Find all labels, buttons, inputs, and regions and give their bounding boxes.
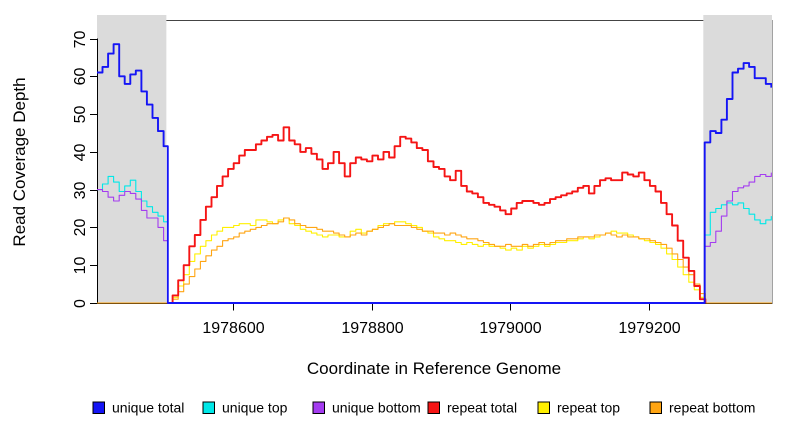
y-tick-label: 60 bbox=[72, 68, 89, 86]
x-axis: 1978600 1978800 1979000 1979200 bbox=[97, 303, 772, 337]
plot-border bbox=[97, 20, 773, 304]
y-tick-label: 20 bbox=[72, 219, 89, 237]
series-lines bbox=[97, 43, 772, 304]
y-tick-label: 30 bbox=[72, 182, 89, 200]
x-axis-label: Coordinate in Reference Genome bbox=[307, 359, 561, 378]
series-line-unique-bottom bbox=[97, 172, 772, 304]
y-tick-label: 50 bbox=[72, 106, 89, 124]
x-tick-label: 1978800 bbox=[341, 320, 403, 337]
y-tick-label: 0 bbox=[72, 299, 89, 308]
legend-label: repeat bottom bbox=[669, 400, 755, 416]
series-line-unique-total bbox=[97, 43, 772, 304]
y-tick-label: 10 bbox=[72, 257, 89, 275]
x-tick-label: 1979200 bbox=[618, 320, 680, 337]
legend-label: unique total bbox=[112, 400, 184, 416]
legend-swatch bbox=[312, 401, 325, 414]
shaded-region bbox=[703, 15, 772, 303]
legend: unique total unique top unique bottom repea… bbox=[92, 400, 755, 416]
legend-label: unique top bbox=[222, 400, 288, 416]
y-axis-label: Read Coverage Depth bbox=[10, 77, 29, 246]
legend-swatch bbox=[92, 401, 105, 414]
x-tick-label: 1979000 bbox=[479, 320, 541, 337]
legend-label: repeat total bbox=[447, 400, 517, 416]
unique-region-shading bbox=[97, 15, 772, 303]
legend-swatch bbox=[537, 401, 550, 414]
legend-label: unique bottom bbox=[332, 400, 421, 416]
y-axis: 0 10 20 30 40 50 60 70 bbox=[72, 31, 98, 308]
series-line-repeat-total bbox=[167, 126, 707, 304]
series-line-repeat-bottom bbox=[97, 217, 772, 304]
y-tick-label: 70 bbox=[72, 31, 89, 49]
legend-swatch bbox=[427, 401, 440, 414]
legend-swatch bbox=[649, 401, 662, 414]
x-tick-label: 1978600 bbox=[202, 320, 264, 337]
legend-swatch bbox=[202, 401, 215, 414]
series-line-repeat-top bbox=[167, 217, 706, 304]
y-tick-label: 40 bbox=[72, 144, 89, 162]
series-line-unique-top bbox=[97, 175, 772, 304]
legend-label: repeat top bbox=[557, 400, 620, 416]
